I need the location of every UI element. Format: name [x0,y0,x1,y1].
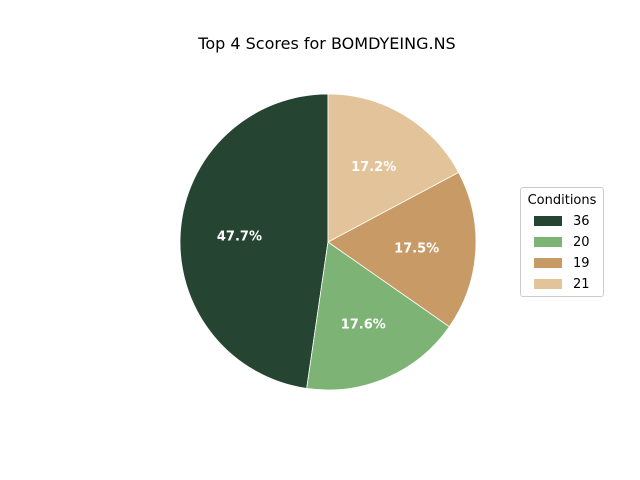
pie-slices [179,93,477,391]
pie-slice-20 [306,241,450,391]
legend-swatch [534,258,562,268]
legend-swatch [534,216,562,226]
legend-label: 20 [573,234,590,250]
legend-label: 36 [573,213,590,229]
pie-label-19: 17.5% [394,241,439,256]
legend-swatch [534,279,562,289]
pie-slice-21 [327,93,460,243]
legend-item-21: 21 [534,276,590,292]
pie-label-21: 17.2% [351,160,396,175]
legend-label: 19 [573,255,590,271]
pie-label-36: 47.7% [217,230,262,245]
pie-label-20: 17.6% [341,317,386,332]
legend: Conditions 36 20 19 21 [520,187,604,297]
legend-swatch [534,237,562,247]
legend-item-36: 36 [534,213,590,229]
chart-title: Top 4 Scores for BOMDYEING.NS [197,34,455,53]
legend-title: Conditions [527,193,597,208]
legend-label: 21 [573,276,590,292]
legend-item-19: 19 [534,255,590,271]
pie-percent-labels: 47.7% 17.6% 17.5% 17.2% [217,160,439,333]
pie-slice-36 [179,93,329,389]
pie-slice-19 [327,171,477,328]
legend-item-20: 20 [534,234,590,250]
